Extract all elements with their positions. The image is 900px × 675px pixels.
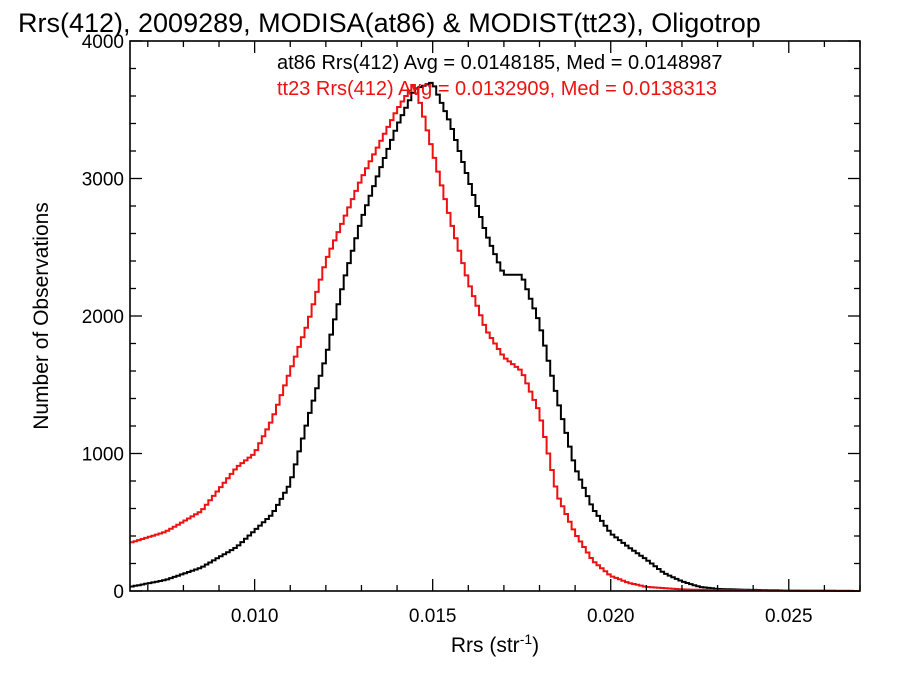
y-tick-label: 1000 [82, 445, 124, 466]
x-tick-label: 0.020 [587, 606, 635, 627]
ticks-layer: 0.010 0.015 0.020 0.025 0 1000 2000 3000 4000 [82, 32, 861, 627]
legend-entry-at86: at86 Rrs(412) Avg = 0.0148185, Med = 0.0… [277, 52, 723, 74]
plot-frame [129, 40, 861, 592]
x-tick-label: 0.015 [409, 606, 457, 627]
series-line-0 [130, 81, 860, 592]
chart-title: Rrs(412), 2009289, MODISA(at86) & MODIST… [18, 8, 761, 38]
y-axis-label: Number of Observations [30, 202, 53, 430]
x-tick-label: 0.025 [765, 606, 813, 627]
y-tick-label: 0 [113, 582, 124, 603]
series-layer [130, 81, 860, 592]
series-line-1 [130, 84, 860, 592]
x-tick-label: 0.010 [231, 606, 279, 627]
y-tick-label: 3000 [82, 170, 124, 191]
x-axis-label-end: ) [532, 634, 539, 657]
y-tick-label: 4000 [82, 32, 124, 53]
x-axis-label-superscript: -1 [520, 631, 533, 647]
legend-entry-tt23: tt23 Rrs(412) Avg = 0.0132909, Med = 0.0… [277, 78, 717, 100]
x-axis-label: Rrs (str-1) [451, 631, 539, 657]
y-tick-label: 2000 [82, 307, 124, 328]
x-axis-label-main: Rrs (str [451, 634, 520, 657]
